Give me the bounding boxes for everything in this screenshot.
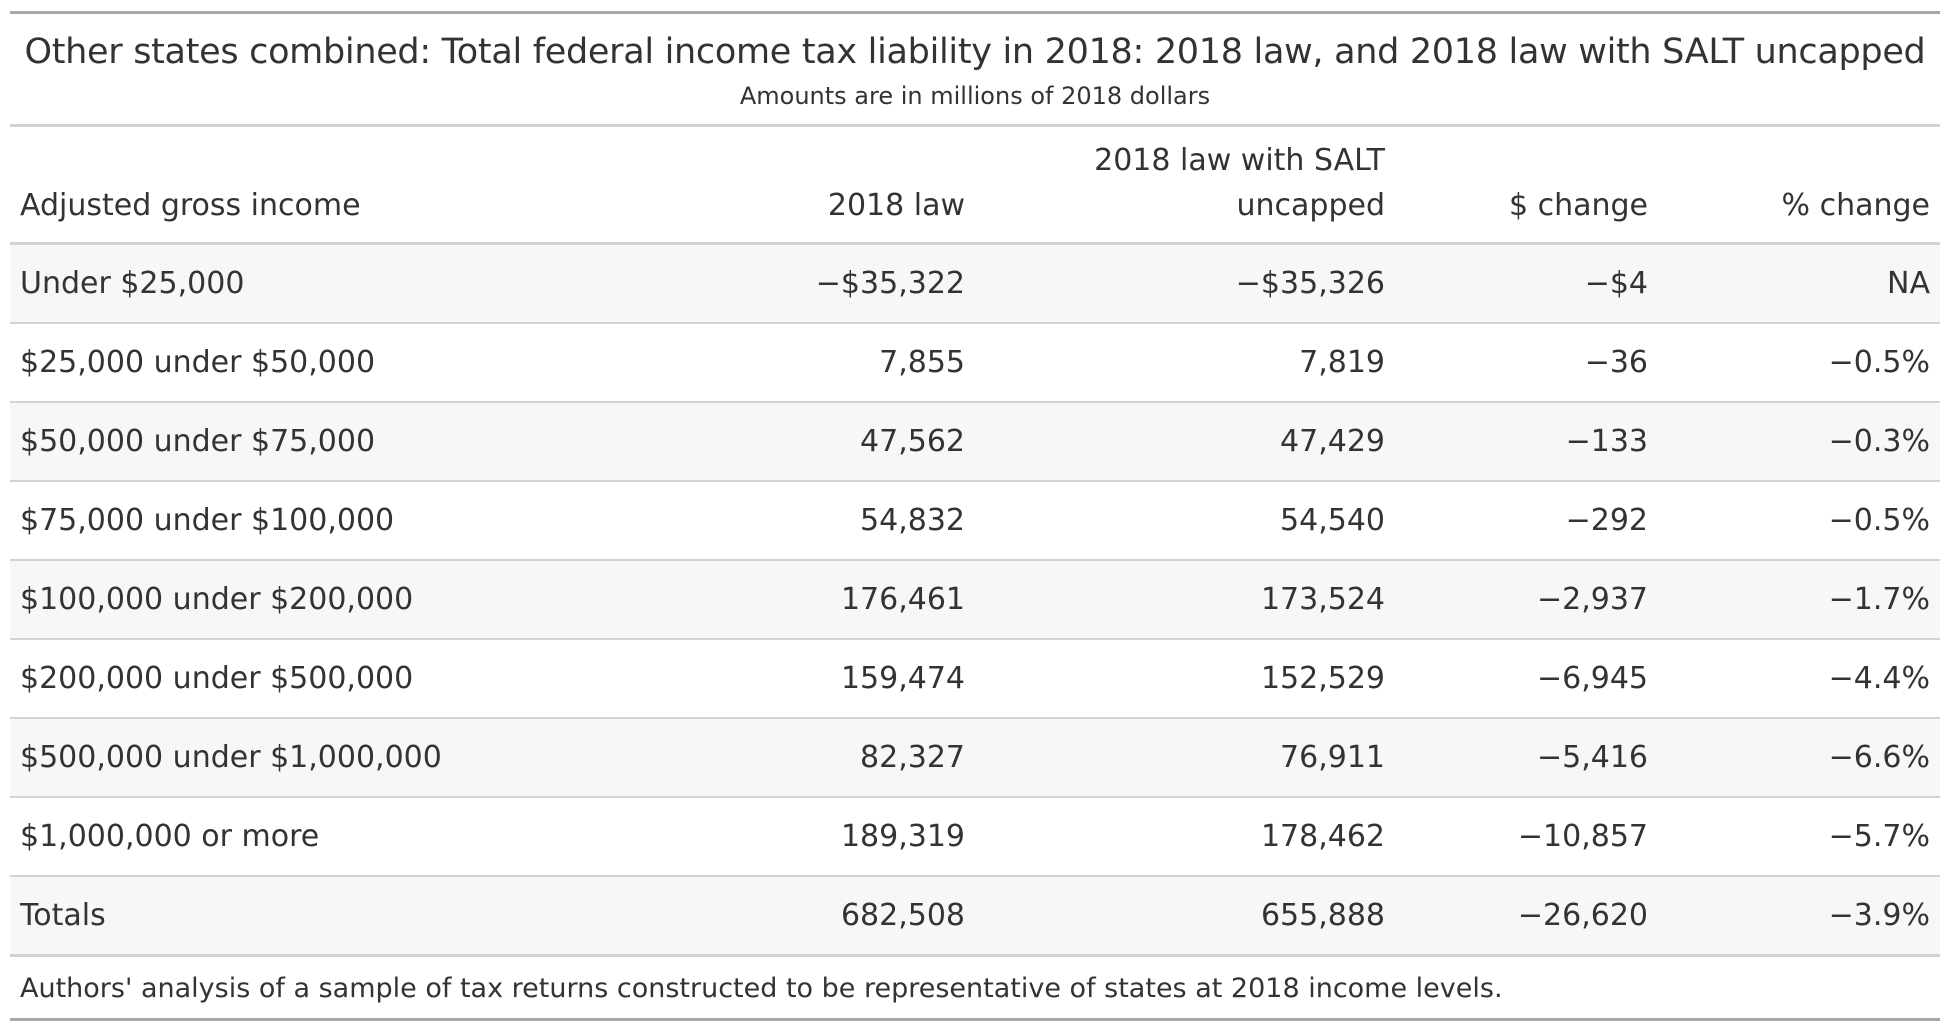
column-header: % change (1658, 127, 1940, 245)
data-table: Adjusted gross income 2018 law 2018 law wi… (10, 127, 1940, 957)
table-cell: −36 (1395, 323, 1658, 403)
row-label: Totals (10, 876, 620, 957)
row-label: Under $25,000 (10, 243, 620, 324)
table-row: $25,000 under $50,000 7,855 7,819 −36 −0.5% (10, 323, 1940, 403)
row-label: $1,000,000 or more (10, 797, 620, 877)
column-header: Adjusted gross income (10, 127, 620, 245)
table-cell: −2,937 (1395, 560, 1658, 640)
table-cell: −5,416 (1395, 718, 1658, 798)
table-container: Other states combined: Total federal inc… (10, 11, 1940, 1021)
table-cell: 47,562 (620, 402, 975, 482)
table-cell: 7,855 (620, 323, 975, 403)
table-row: Totals 682,508 655,888 −26,620 −3.9% (10, 876, 1940, 957)
table-cell: 159,474 (620, 639, 975, 719)
table-row: $100,000 under $200,000 176,461 173,524 −2,… (10, 560, 1940, 640)
table-cell: NA (1658, 243, 1940, 324)
table-cell: 655,888 (975, 876, 1395, 957)
table-cell: 176,461 (620, 560, 975, 640)
table-cell: −0.3% (1658, 402, 1940, 482)
table-cell: −26,620 (1395, 876, 1658, 957)
row-label: $50,000 under $75,000 (10, 402, 620, 482)
table-cell: −5.7% (1658, 797, 1940, 877)
table-cell: −10,857 (1395, 797, 1658, 877)
table-cell: 152,529 (975, 639, 1395, 719)
table-cell: 189,319 (620, 797, 975, 877)
row-label: $200,000 under $500,000 (10, 639, 620, 719)
table-cell: 54,540 (975, 481, 1395, 561)
table-row: $500,000 under $1,000,000 82,327 76,911 −5,… (10, 718, 1940, 798)
table-cell: −4.4% (1658, 639, 1940, 719)
table-cell: −$4 (1395, 243, 1658, 324)
table-cell: −292 (1395, 481, 1658, 561)
table-cell: −6,945 (1395, 639, 1658, 719)
table-row: $75,000 under $100,000 54,832 54,540 −292 −0… (10, 481, 1940, 561)
footnote: Authors' analysis of a sample of tax ret… (10, 957, 1940, 1021)
column-header: 2018 law with SALT uncapped (975, 127, 1395, 245)
table-body: Under $25,000 −$35,322 −$35,326 −$4 NA $25,00… (10, 243, 1940, 957)
table-cell: −6.6% (1658, 718, 1940, 798)
table-subtitle: Amounts are in millions of 2018 dollars (10, 76, 1940, 127)
table-cell: −1.7% (1658, 560, 1940, 640)
table-row: $50,000 under $75,000 47,562 47,429 −133 −0.… (10, 402, 1940, 482)
table-cell: 82,327 (620, 718, 975, 798)
table-head: Adjusted gross income 2018 law 2018 law wi… (10, 127, 1940, 245)
table-cell: 47,429 (975, 402, 1395, 482)
row-label: $25,000 under $50,000 (10, 323, 620, 403)
table-cell: 173,524 (975, 560, 1395, 640)
row-label: $500,000 under $1,000,000 (10, 718, 620, 798)
table-cell: 178,462 (975, 797, 1395, 877)
table-cell: −3.9% (1658, 876, 1940, 957)
table-cell: −133 (1395, 402, 1658, 482)
table-cell: 7,819 (975, 323, 1395, 403)
header-row: Adjusted gross income 2018 law 2018 law wi… (10, 127, 1940, 245)
table-title: Other states combined: Total federal inc… (10, 11, 1940, 76)
column-header: $ change (1395, 127, 1658, 245)
table-row: $1,000,000 or more 189,319 178,462 −10,857−… (10, 797, 1940, 877)
table-cell: 682,508 (620, 876, 975, 957)
row-label: $100,000 under $200,000 (10, 560, 620, 640)
table-cell: −$35,326 (975, 243, 1395, 324)
table-cell: −0.5% (1658, 323, 1940, 403)
table-cell: −$35,322 (620, 243, 975, 324)
table-row: Under $25,000 −$35,322 −$35,326 −$4 NA (10, 243, 1940, 324)
table-cell: 54,832 (620, 481, 975, 561)
row-label: $75,000 under $100,000 (10, 481, 620, 561)
table-cell: −0.5% (1658, 481, 1940, 561)
table-cell: 76,911 (975, 718, 1395, 798)
table-row: $200,000 under $500,000 159,474 152,529 −6,… (10, 639, 1940, 719)
column-header: 2018 law (620, 127, 975, 245)
